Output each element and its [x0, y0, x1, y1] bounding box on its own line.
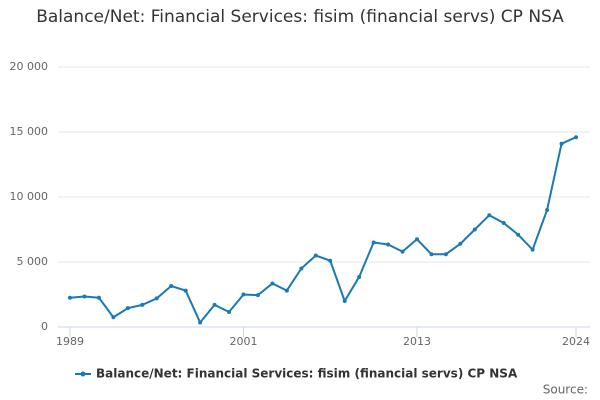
x-tick-label: 1989: [56, 335, 84, 348]
data-point: [270, 281, 275, 286]
y-tick-label: 20 000: [10, 60, 49, 73]
data-point: [154, 296, 159, 301]
data-point: [487, 213, 492, 218]
data-point: [414, 237, 419, 242]
data-point: [342, 299, 347, 303]
legend-label: Balance/Net: Financial Services: fisim (…: [96, 367, 518, 381]
data-point: [530, 247, 535, 252]
data-point: [313, 253, 318, 258]
data-point: [328, 258, 333, 263]
x-tick-label: 2001: [229, 335, 257, 348]
y-tick-label: 10 000: [10, 190, 49, 203]
data-point: [516, 232, 521, 237]
data-point: [443, 252, 448, 257]
data-point: [559, 141, 564, 146]
data-point: [68, 295, 72, 300]
data-point: [400, 249, 405, 254]
data-point: [125, 306, 130, 311]
data-point: [501, 221, 506, 225]
chart-title: Balance/Net: Financial Services: fisim (…: [36, 7, 564, 27]
data-point: [111, 315, 116, 320]
data-point: [357, 274, 362, 279]
y-tick-label: 5 000: [17, 255, 49, 268]
data-point: [299, 266, 304, 271]
legend-symbol-dot: [80, 371, 86, 377]
data-point: [574, 135, 578, 140]
data-point: [82, 294, 87, 299]
data-point: [227, 310, 232, 315]
x-tick-label: 2013: [403, 335, 431, 348]
data-point: [241, 292, 246, 297]
data-point: [96, 295, 101, 300]
data-point: [284, 288, 289, 293]
data-point: [183, 288, 188, 293]
data-point: [545, 208, 550, 212]
source: Source:: [543, 383, 588, 397]
data-point: [386, 242, 391, 247]
data-point: [198, 320, 203, 325]
data-point: [472, 227, 477, 232]
data-point: [212, 302, 217, 307]
y-tick-label: 15 000: [10, 125, 49, 138]
data-point: [255, 293, 260, 298]
y-tick-label: 0: [41, 320, 48, 333]
x-tick-label: 2024: [562, 335, 590, 348]
data-point: [169, 284, 174, 289]
data-point: [140, 302, 145, 307]
data-point: [429, 252, 434, 257]
data-line: [69, 136, 577, 325]
data-point: [458, 241, 463, 246]
data-point: [371, 240, 376, 245]
